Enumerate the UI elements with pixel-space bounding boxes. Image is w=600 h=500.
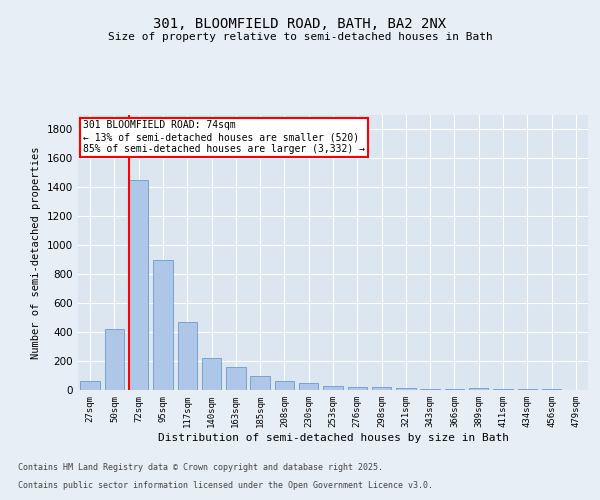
Bar (250, 376, 270, 390)
Bar (178, 322, 197, 390)
Text: 301, BLOOMFIELD ROAD, BATH, BA2 2NX: 301, BLOOMFIELD ROAD, BATH, BA2 2NX (154, 18, 446, 32)
Text: Contains HM Land Registry data © Crown copyright and database right 2025.: Contains HM Land Registry data © Crown c… (18, 464, 383, 472)
Bar (153, 260, 173, 390)
Bar (347, 387, 367, 390)
Bar (323, 386, 343, 390)
Text: Size of property relative to semi-detached houses in Bath: Size of property relative to semi-detach… (107, 32, 493, 42)
Bar (226, 367, 245, 390)
Bar (80, 382, 100, 390)
Bar (299, 384, 319, 390)
Text: 301 BLOOMFIELD ROAD: 74sqm
← 13% of semi-detached houses are smaller (520)
85% o: 301 BLOOMFIELD ROAD: 74sqm ← 13% of semi… (83, 120, 365, 154)
Bar (421, 388, 440, 390)
X-axis label: Distribution of semi-detached houses by size in Bath: Distribution of semi-detached houses by … (157, 432, 509, 442)
Bar (129, 180, 148, 390)
Bar (105, 329, 124, 390)
Bar (396, 388, 416, 390)
Bar (275, 382, 294, 390)
Bar (202, 358, 221, 390)
Bar (372, 388, 391, 390)
Bar (469, 388, 488, 390)
Y-axis label: Number of semi-detached properties: Number of semi-detached properties (31, 146, 41, 359)
Text: Contains public sector information licensed under the Open Government Licence v3: Contains public sector information licen… (18, 481, 433, 490)
